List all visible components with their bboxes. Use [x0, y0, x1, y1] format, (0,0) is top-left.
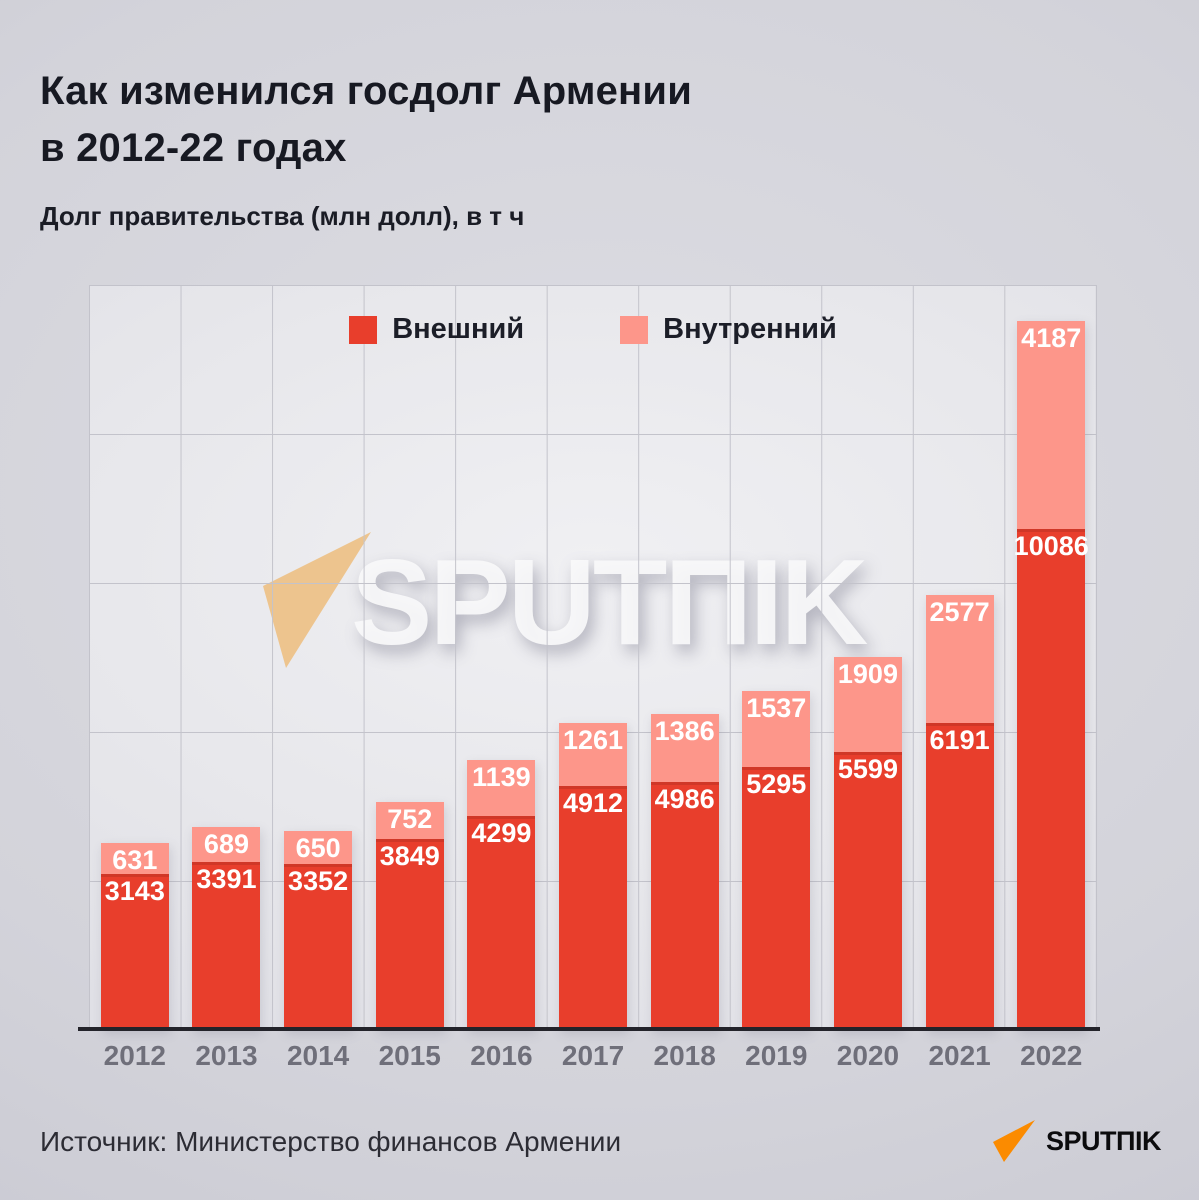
page-title: Как изменился госдолг Армении в 2012-22 … [40, 68, 692, 170]
bar-segment-external: 6191 [925, 722, 994, 1030]
bar-value-label: 689 [203, 829, 249, 860]
bar-segment-internal: 1909 [833, 657, 902, 752]
bar-stack: 631 3143 [100, 842, 169, 1030]
bar-stack: 4187 10086 [1014, 321, 1089, 1030]
bar-stack: 1139 4299 [467, 759, 536, 1030]
bar-column-2016: 1139 4299 [456, 285, 548, 1030]
bars-row: 631 3143 689 3391 650 3352 752 3849 1139 4299 1261… [89, 285, 1097, 1030]
x-axis-label-2017: 2017 [561, 1040, 625, 1071]
bar-column-2014: 650 3352 [272, 285, 364, 1030]
bar-segment-internal: 650 [284, 831, 353, 864]
sputnik-logo: SPUTΠIK [990, 1118, 1162, 1164]
bar-stack: 650 3352 [284, 831, 353, 1030]
bar-stack: 2577 6191 [925, 594, 994, 1030]
bar-segment-external: 3143 [100, 873, 169, 1030]
bar-column-2022: 4187 10086 [1005, 285, 1097, 1030]
bar-value-label: 3143 [104, 875, 165, 906]
bar-value-label: 1537 [746, 692, 807, 723]
x-axis-label-2019: 2019 [745, 1040, 808, 1071]
bar-segment-external: 3391 [192, 861, 261, 1030]
bar-stack: 1537 5295 [742, 690, 811, 1030]
bar-column-2017: 1261 4912 [547, 285, 639, 1030]
sputnik-logo-text: SPUTΠIK [1045, 1125, 1162, 1156]
bar-column-2013: 689 3391 [181, 285, 273, 1030]
chart-subtitle: Долг правительства (млн долл), в т ч [40, 201, 525, 231]
bar-stack: 752 3849 [375, 801, 444, 1030]
bar-value-label: 4986 [654, 784, 715, 815]
bar-stack: 1261 4912 [559, 723, 628, 1030]
bar-value-label: 1386 [654, 715, 715, 746]
bar-segment-internal: 4187 [1017, 321, 1086, 530]
bar-value-label: 4299 [471, 818, 532, 849]
x-axis-label-2020: 2020 [836, 1040, 900, 1071]
x-axis-label-2012: 2012 [103, 1040, 166, 1071]
bar-stack: 1909 5599 [833, 657, 902, 1030]
bar-segment-external: 4912 [559, 786, 628, 1030]
x-axis-line [78, 1027, 1100, 1031]
bar-segment-internal: 1386 [650, 713, 719, 783]
bar-value-label: 4187 [1021, 323, 1082, 354]
x-axis-label-2013: 2013 [195, 1040, 258, 1071]
bar-value-label: 4912 [562, 788, 624, 819]
bar-segment-internal: 689 [192, 827, 261, 862]
chart-plot-area: SPUTΠIK Внешний Внутренний 631 3143 689 339… [89, 285, 1097, 1030]
bar-value-label: 752 [387, 803, 433, 834]
bar-segment-internal: 1537 [742, 690, 811, 768]
bar-value-label: 6191 [929, 724, 990, 755]
bar-stack: 1386 4986 [650, 713, 719, 1030]
source-text: Источник: Министерство финансов Армении [40, 1126, 622, 1157]
x-axis-labels: 2012 2013 2014 2015 2016 2017 2018 2019 2020 2021… [89, 1040, 1097, 1072]
bar-segment-external: 4986 [650, 782, 719, 1030]
bar-value-label: 650 [295, 833, 341, 864]
x-axis-label-2015: 2015 [378, 1040, 441, 1071]
sputnik-logo-triangle-icon [992, 1120, 1035, 1162]
bar-value-label: 5599 [837, 753, 898, 784]
bar-segment-external: 4299 [467, 816, 536, 1030]
bar-value-label: 10086 [1013, 531, 1089, 562]
x-axis-label-2016: 2016 [470, 1040, 533, 1071]
bar-value-label: 1909 [837, 659, 898, 690]
bar-segment-internal: 752 [375, 801, 444, 839]
bar-segment-external: 5599 [833, 751, 902, 1030]
bar-segment-internal: 1139 [467, 759, 536, 817]
bar-value-label: 3849 [379, 840, 440, 871]
bar-column-2018: 1386 4986 [639, 285, 731, 1030]
bar-value-label: 1261 [562, 725, 624, 756]
bar-segment-external: 10086 [1014, 529, 1089, 1030]
bar-segment-external: 5295 [742, 767, 811, 1030]
bar-column-2019: 1537 5295 [730, 285, 822, 1030]
x-axis-label-2021: 2021 [928, 1040, 991, 1071]
x-axis-label-2018: 2018 [653, 1040, 716, 1071]
bar-stack: 689 3391 [192, 827, 261, 1030]
bar-value-label: 1139 [472, 761, 531, 792]
bar-column-2015: 752 3849 [364, 285, 456, 1030]
bar-value-label: 2577 [929, 596, 990, 627]
bar-column-2021: 2577 6191 [914, 285, 1006, 1030]
bar-value-label: 3391 [196, 863, 257, 894]
bar-segment-external: 3352 [284, 863, 353, 1030]
bar-segment-external: 3849 [375, 838, 444, 1030]
bar-segment-internal: 1261 [559, 723, 628, 787]
bar-segment-internal: 631 [100, 842, 169, 875]
bar-value-label: 631 [112, 844, 158, 875]
x-axis-label-2022: 2022 [1020, 1040, 1083, 1071]
bar-column-2012: 631 3143 [89, 285, 181, 1030]
bar-value-label: 5295 [746, 769, 807, 800]
bar-column-2020: 1909 5599 [822, 285, 914, 1030]
bar-value-label: 3352 [288, 865, 349, 896]
bar-segment-internal: 2577 [925, 594, 994, 723]
x-axis-label-2014: 2014 [286, 1040, 350, 1071]
